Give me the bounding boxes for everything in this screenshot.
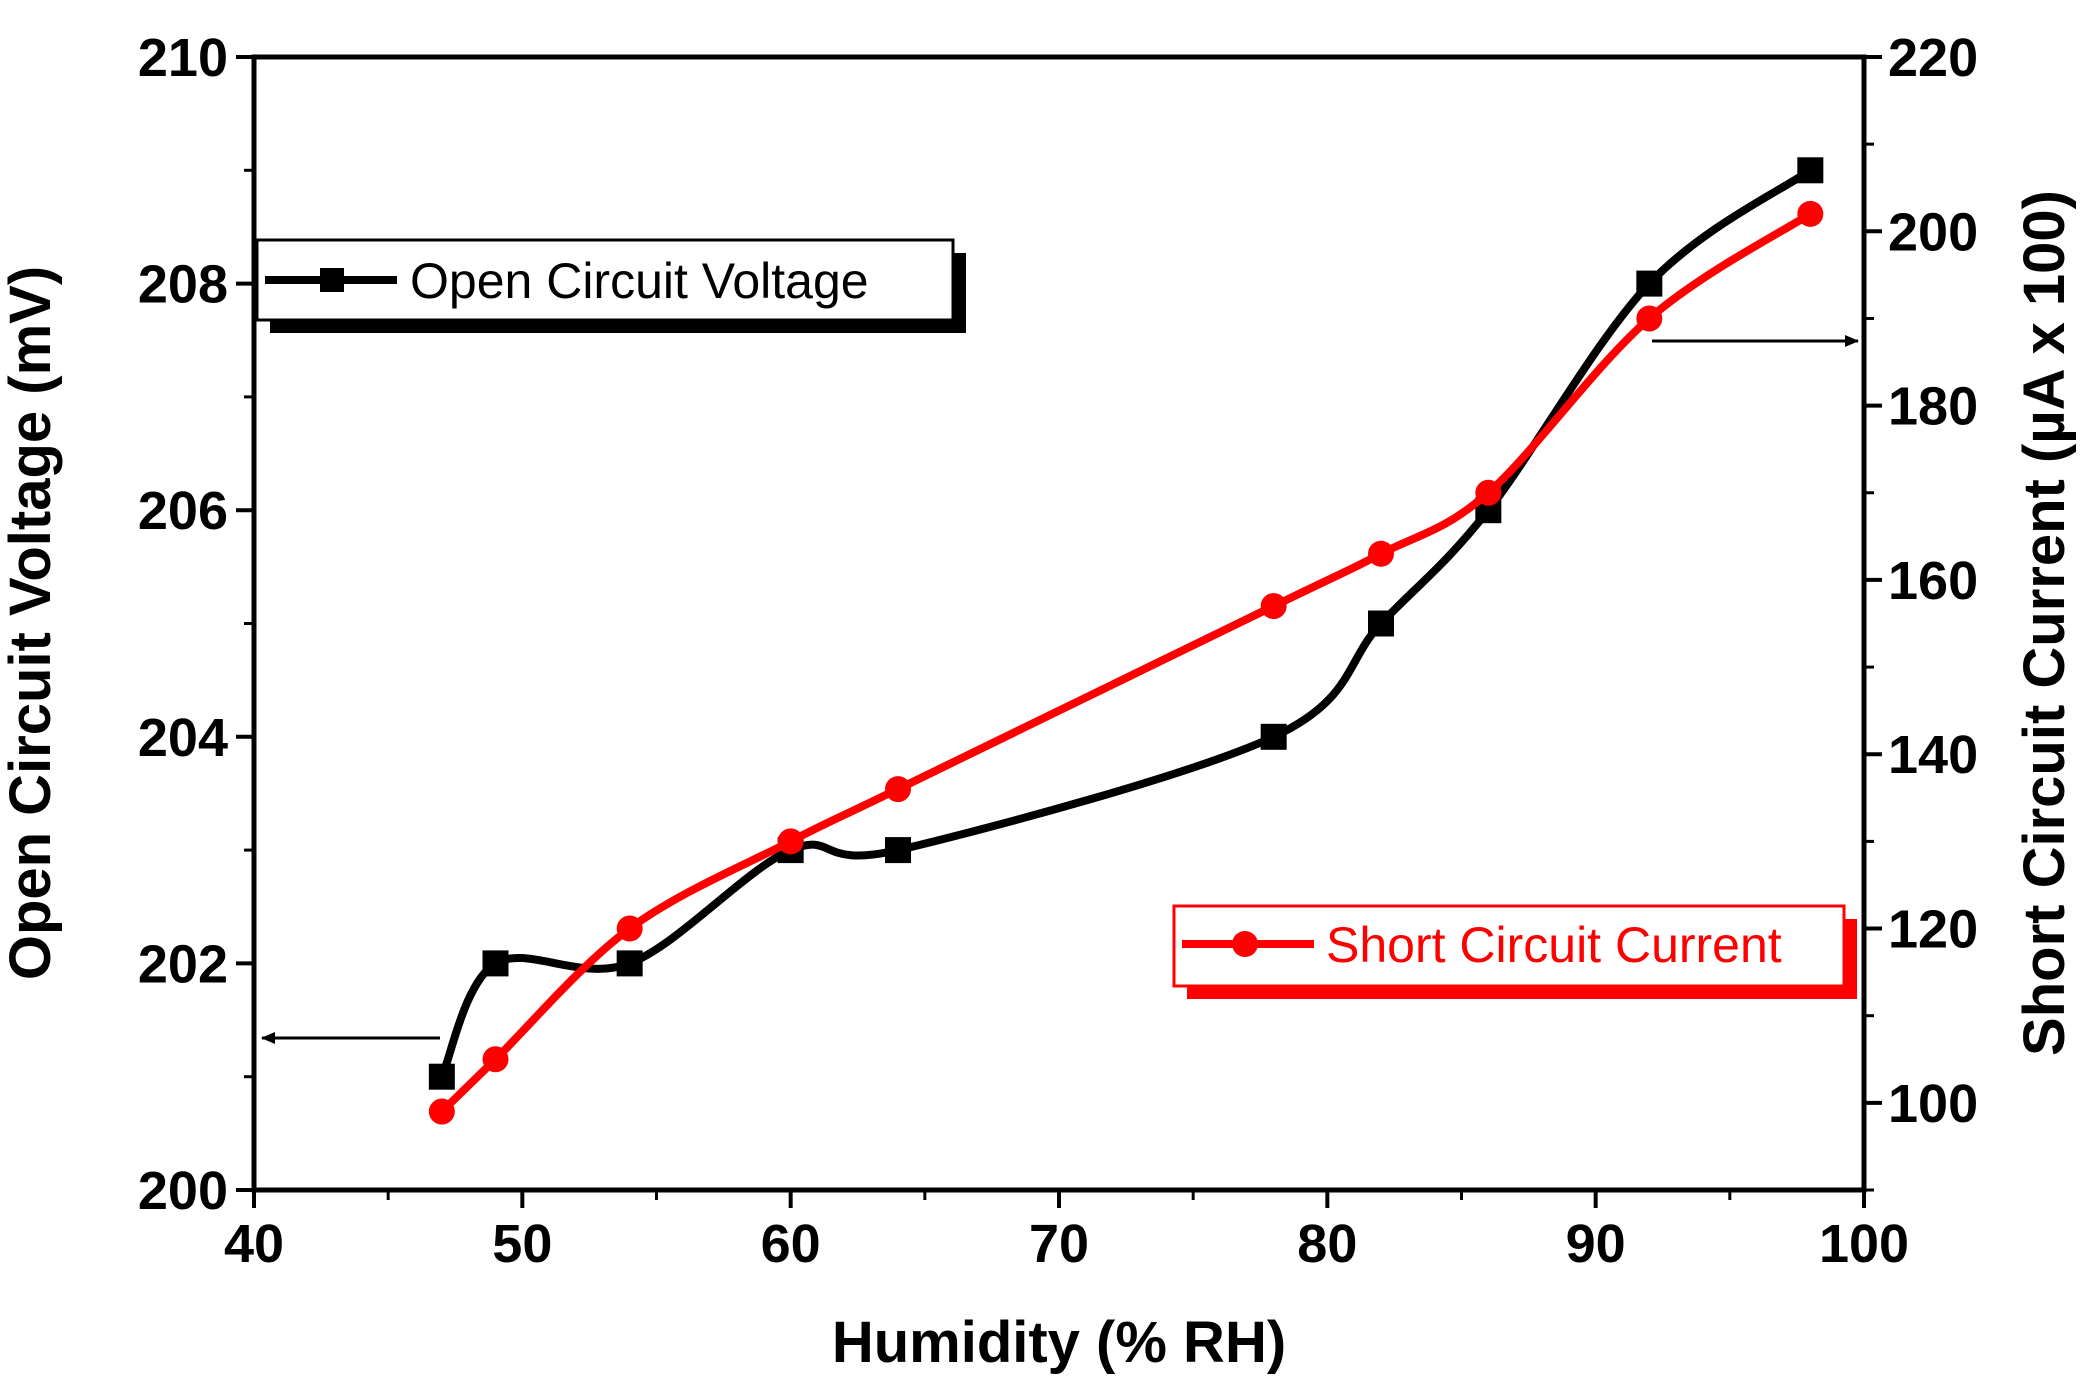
voc-point [1368, 610, 1394, 637]
right-tick-label: 200 [1888, 202, 1978, 262]
isc-point [1475, 479, 1502, 506]
voc-point [885, 837, 911, 864]
left-tick-label: 204 [138, 708, 228, 768]
legend-circle-marker [1232, 931, 1258, 957]
right-tick-label: 100 [1888, 1074, 1978, 1134]
left-tick-label: 210 [138, 28, 228, 88]
right-tick-label: 220 [1888, 28, 1978, 88]
voc-point [1797, 157, 1824, 184]
x-tick-label: 50 [492, 1214, 552, 1274]
left-tick-label: 200 [138, 1161, 228, 1221]
voc-point [1260, 723, 1287, 750]
left-y-axis-ticks: 200 202 204 206 208 210 [138, 28, 254, 1221]
right-y-axis-ticks: 100 120 140 160 180 200 220 [1864, 28, 1978, 1192]
isc-point [1636, 305, 1663, 332]
voc-point [482, 950, 509, 977]
x-tick-label: 90 [1566, 1214, 1626, 1274]
isc-point [1260, 593, 1287, 620]
isc-point [885, 776, 911, 803]
isc-point [1368, 540, 1394, 567]
isc-point [616, 915, 643, 942]
right-y-axis-title: Short Circuit Current (µA x 100) [2012, 190, 2077, 1056]
x-tick-label: 60 [761, 1214, 821, 1274]
right-tick-label: 120 [1888, 900, 1978, 960]
left-tick-label: 202 [138, 934, 228, 994]
right-tick-label: 160 [1888, 551, 1978, 611]
series-short-circuit-current [428, 200, 1824, 1125]
legend-label-isc: Short Circuit Current [1326, 917, 1782, 973]
legend-short-circuit-current: Short Circuit Current [1172, 904, 1857, 999]
right-tick-label: 140 [1888, 725, 1978, 785]
right-tick-label: 180 [1888, 377, 1978, 437]
x-tick-label: 100 [1819, 1214, 1909, 1274]
legend-open-circuit-voltage: Open Circuit Voltage [255, 238, 966, 333]
x-tick-label: 40 [224, 1214, 284, 1274]
plot-frame [251, 54, 1867, 1193]
voc-line [437, 166, 1815, 1081]
legend-square-marker [320, 268, 344, 292]
isc-line [437, 209, 1815, 1116]
legend-label-voc: Open Circuit Voltage [410, 253, 869, 309]
isc-point [1797, 200, 1824, 227]
x-tick-label: 80 [1297, 1214, 1357, 1274]
voc-point [1636, 270, 1663, 297]
left-y-axis-title: Open Circuit Voltage (mV) [0, 266, 63, 980]
isc-point [777, 828, 804, 855]
left-tick-label: 208 [138, 255, 228, 315]
voc-point [616, 950, 643, 977]
voc-point [428, 1063, 455, 1090]
isc-point [428, 1098, 455, 1125]
left-tick-label: 206 [138, 481, 228, 541]
x-tick-label: 70 [1029, 1214, 1089, 1274]
x-axis-ticks: 40 50 60 70 80 90 100 [224, 1190, 1909, 1274]
isc-point [482, 1046, 509, 1073]
x-axis-title: Humidity (% RH) [832, 1310, 1286, 1375]
